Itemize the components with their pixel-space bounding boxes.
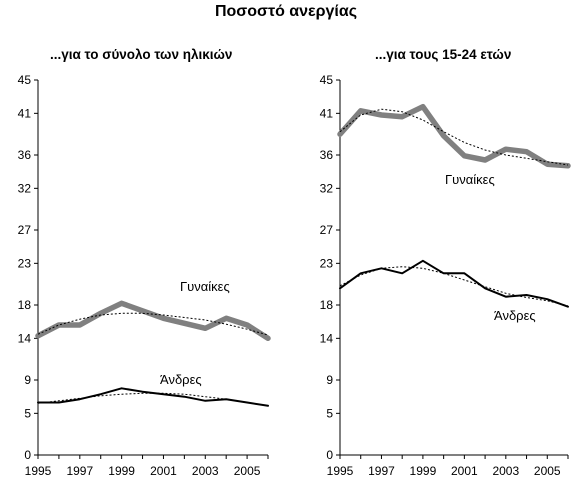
series-line-0-0 bbox=[35, 300, 271, 342]
y-tick-label-1-1: 5 bbox=[326, 406, 333, 420]
x-tick-label-0-1: 1997 bbox=[66, 464, 93, 478]
y-tick-label-0-7: 32 bbox=[18, 181, 32, 195]
trend-line-0-0 bbox=[37, 312, 269, 336]
x-tick-label-1-4: 2003 bbox=[492, 464, 519, 478]
series-label-0-1: Άνδρες bbox=[160, 372, 202, 387]
x-tick-label-1-5: 2005 bbox=[534, 464, 561, 478]
y-tick-label-0-5: 23 bbox=[18, 256, 32, 270]
y-tick-label-1-3: 14 bbox=[320, 331, 334, 345]
x-tick-label-0-2: 1999 bbox=[108, 464, 135, 478]
x-tick-label-0-4: 2003 bbox=[192, 464, 219, 478]
series-label-1-0: Γυναίκες bbox=[445, 172, 495, 187]
x-tick-label-1-3: 2001 bbox=[451, 464, 478, 478]
y-tick-label-1-5: 23 bbox=[320, 256, 334, 270]
y-tick-label-0-4: 18 bbox=[18, 298, 32, 312]
panel-title-all-ages: ...για το σύνολο των ηλικιών bbox=[50, 47, 233, 62]
panel-title-15-24: ...για τους 15-24 ετών bbox=[375, 47, 512, 62]
y-tick-label-0-6: 27 bbox=[18, 223, 32, 237]
x-tick-label-0-5: 2005 bbox=[234, 464, 261, 478]
y-tick-label-0-3: 14 bbox=[18, 331, 32, 345]
y-tick-label-1-8: 36 bbox=[320, 148, 334, 162]
series-label-0-0: Γυναίκες bbox=[180, 279, 230, 294]
series-line-1-1 bbox=[339, 259, 569, 308]
page-title: Ποσοστό ανεργίας bbox=[214, 3, 358, 20]
y-tick-label-0-10: 45 bbox=[18, 73, 32, 87]
y-tick-label-1-9: 41 bbox=[320, 106, 334, 120]
series-label-1-1: Άνδρες bbox=[494, 308, 536, 323]
y-tick-label-0-0: 0 bbox=[24, 448, 31, 462]
y-tick-label-0-9: 41 bbox=[18, 106, 32, 120]
trend-line-1-1 bbox=[339, 266, 569, 307]
trend-line-0-1 bbox=[37, 392, 269, 407]
trend-line-1-0 bbox=[339, 108, 569, 166]
series-line-1-0 bbox=[337, 103, 571, 169]
y-tick-label-0-2: 9 bbox=[24, 373, 31, 387]
y-tick-label-1-7: 32 bbox=[320, 181, 334, 195]
y-tick-label-1-10: 45 bbox=[320, 73, 334, 87]
x-tick-label-1-2: 1999 bbox=[410, 464, 437, 478]
y-tick-label-0-8: 36 bbox=[18, 148, 32, 162]
series-line-0-1 bbox=[37, 387, 269, 407]
y-tick-label-1-6: 27 bbox=[320, 223, 334, 237]
x-tick-label-0-0: 1995 bbox=[25, 464, 52, 478]
x-tick-label-1-1: 1997 bbox=[368, 464, 395, 478]
x-tick-label-1-0: 1995 bbox=[327, 464, 354, 478]
y-tick-label-1-0: 0 bbox=[326, 448, 333, 462]
y-tick-label-1-4: 18 bbox=[320, 298, 334, 312]
y-tick-label-1-2: 9 bbox=[326, 373, 333, 387]
x-tick-label-0-3: 2001 bbox=[150, 464, 177, 478]
y-tick-label-0-1: 5 bbox=[24, 406, 31, 420]
